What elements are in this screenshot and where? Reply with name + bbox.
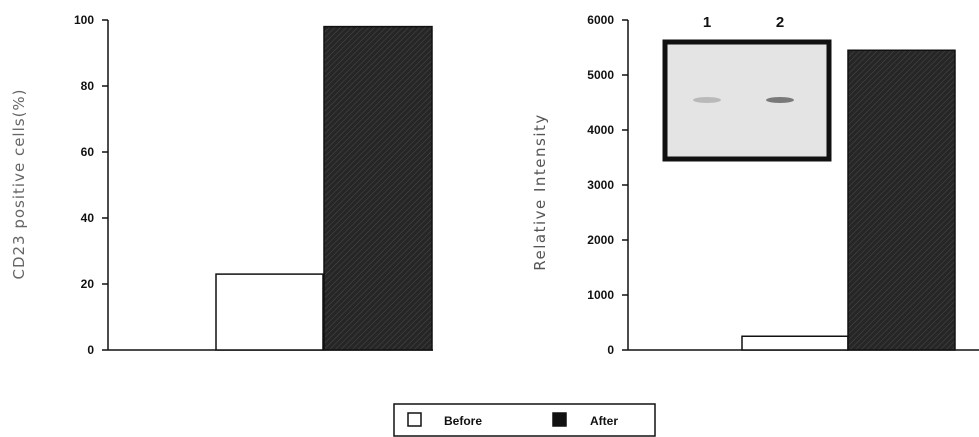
left-tick-label: 80 [81,79,95,93]
right-tick-label: 1000 [587,288,614,302]
right-y-axis-label: Relative Intensity [531,113,549,271]
left-y-axis-label: CD23 positive cells(%) [10,88,28,279]
legend-box [393,403,656,437]
legend-swatch-after [552,412,567,427]
intensity-chart: Relative Intensity 0 1000 2000 3000 4000 5000… [531,13,979,357]
legend: Before After [393,403,656,437]
gel-frame [662,39,832,162]
left-tick-label: 100 [74,13,94,27]
gel-bands [693,97,794,103]
legend-swatch-before [407,412,422,427]
right-tick-label: 5000 [587,68,614,82]
left-bars [215,25,433,351]
left-tick-label: 0 [87,343,94,357]
right-tick-label: 6000 [587,13,614,27]
gel-band-lane-2 [766,97,794,103]
right-tick-label: 2000 [587,233,614,247]
left-y-ticks: 0 20 40 60 80 100 [74,13,108,357]
left-bar-before [215,273,324,351]
left-bar-after [323,25,433,351]
right-bar-before [741,335,849,351]
gel-band-lane-1 [693,97,721,103]
right-y-ticks: 0 1000 2000 3000 4000 5000 6000 [587,13,628,357]
right-tick-label: 3000 [587,178,614,192]
left-tick-label: 20 [81,277,95,291]
right-bar-after [847,49,956,351]
right-tick-label: 0 [607,343,614,357]
gel-inset: 1 2 [662,14,832,162]
legend-label-before: Before [444,414,482,428]
left-tick-label: 40 [81,211,95,225]
right-tick-label: 4000 [587,123,614,137]
right-bars [741,49,956,351]
cd23-chart: CD23 positive cells(%) 0 20 40 60 80 100 [10,13,433,357]
left-tick-label: 60 [81,145,95,159]
legend-label-after: After [590,414,618,428]
lane-label-1: 1 [703,14,711,31]
lane-label-2: 2 [776,14,784,31]
